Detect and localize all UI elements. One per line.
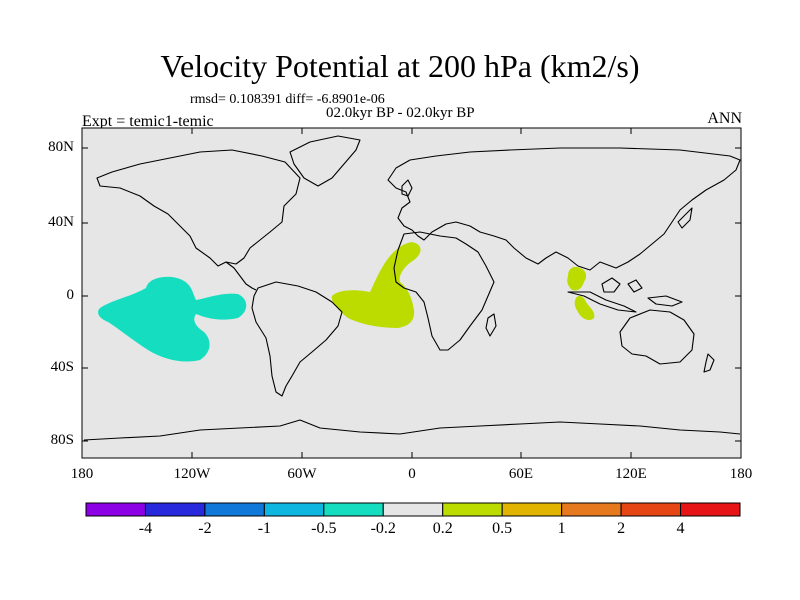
colorbar-swatch xyxy=(620,502,682,517)
colorbar-swatch xyxy=(442,502,503,517)
colorbar xyxy=(85,502,741,517)
coastline-indonesia xyxy=(567,277,683,313)
colorbar-label: 4 xyxy=(676,520,685,537)
colorbar-swatch xyxy=(680,502,741,517)
lat-label: 80N xyxy=(48,139,74,155)
axis-ticks xyxy=(81,128,742,458)
colorbar-swatch xyxy=(382,502,444,517)
coastlines xyxy=(83,135,741,441)
coastline-south-america xyxy=(251,281,343,397)
map-title: Velocity Potential at 200 hPa (km2/s) xyxy=(160,48,640,84)
stats-subtitle: rmsd= 0.108391 diff= -6.8901e-06 xyxy=(190,92,385,107)
anomaly-patch-atlantic xyxy=(331,242,421,328)
experiment-label: Expt = temic1-temic xyxy=(82,113,214,130)
lat-label: 40S xyxy=(50,359,74,375)
season-label: ANN xyxy=(707,110,742,127)
lat-label: 0 xyxy=(66,287,75,303)
colorbar-label: -0.5 xyxy=(311,520,337,537)
colorbar-swatch xyxy=(501,502,563,517)
lon-label: 180 xyxy=(70,466,94,482)
coastline-new-zealand xyxy=(703,353,715,373)
colorbar-label: 0.2 xyxy=(432,520,453,537)
lat-label: 40N xyxy=(48,214,74,230)
colorbar-label: -2 xyxy=(198,520,212,537)
colorbar-swatch xyxy=(263,502,325,517)
colorbar-swatch xyxy=(204,502,265,517)
lon-label: 120W xyxy=(173,466,211,482)
colorbar-label: -4 xyxy=(138,520,153,537)
lon-label: 60W xyxy=(287,466,317,482)
anomaly-patch-indonesia-north xyxy=(567,266,587,291)
colorbar-label: 0.5 xyxy=(492,520,513,537)
lon-label: 120E xyxy=(615,466,647,482)
coastline-antarctica xyxy=(83,419,741,441)
coastline-eurasia xyxy=(387,147,741,271)
colorbar-label: 1 xyxy=(557,520,566,537)
colorbar-swatch xyxy=(323,502,384,517)
colorbar-swatch xyxy=(561,502,622,517)
lon-label: 180 xyxy=(729,466,753,482)
coastline-madagascar xyxy=(485,313,497,337)
colorbar-label: -1 xyxy=(257,520,272,537)
coastline-north-america xyxy=(96,149,301,267)
lon-label: 0 xyxy=(408,466,416,482)
anomaly-patch-pacific xyxy=(98,276,247,362)
coastline-greenland xyxy=(289,135,361,187)
colorbar-label: 2 xyxy=(617,520,626,537)
lon-label: 60E xyxy=(508,466,534,482)
coastline-uk xyxy=(401,179,413,197)
colorbar-swatch xyxy=(85,502,146,517)
period-subtitle: 02.0kyr BP - 02.0kyr BP xyxy=(326,105,475,121)
coastline-australia xyxy=(619,309,695,365)
colorbar-label: -0.2 xyxy=(370,520,396,537)
coastline-central-america xyxy=(225,261,257,291)
coastline-africa xyxy=(393,231,495,351)
coastline-japan xyxy=(677,207,693,229)
anomaly-patch-indonesia-south xyxy=(574,295,595,320)
colorbar-swatch xyxy=(144,502,206,517)
lat-label: 80S xyxy=(50,432,74,448)
